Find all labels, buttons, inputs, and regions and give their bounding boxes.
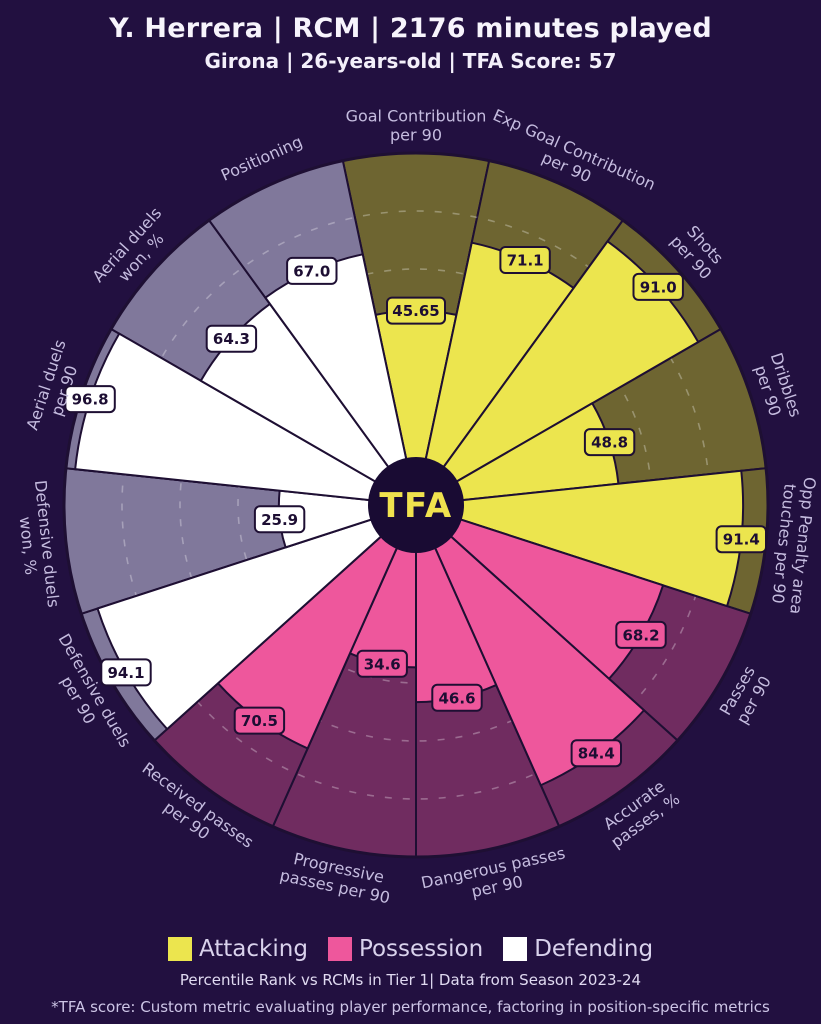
tfa-logo-text: TFA	[379, 486, 452, 526]
value-badge-text: 94.1	[107, 664, 144, 682]
value-badge-text: 91.4	[723, 531, 760, 549]
legend-item-attacking: Attacking	[167, 936, 308, 962]
param-label-goal-contribution-per-90: Goal Contribution per 90	[346, 107, 487, 145]
value-badge-received-passes-per-90: 70.5	[233, 706, 286, 735]
value-badge-text: 96.8	[72, 391, 109, 409]
value-badge-text: 34.6	[364, 655, 401, 673]
value-badge-aerial-duels-won: 64.3	[205, 324, 258, 353]
value-badge-text: 67.0	[293, 262, 330, 280]
value-badge-aerial-duels-per-90: 96.8	[64, 385, 116, 414]
value-badge-box	[615, 620, 667, 649]
value-badge-text: 70.5	[241, 712, 278, 730]
defending-swatch-icon	[503, 937, 528, 961]
value-badge-box	[386, 296, 446, 325]
value-badge-dangerous-passes-per-90: 46.6	[431, 683, 483, 712]
param-label-opp-penalty-area-touches-per-90: Opp Penalty areatouches per 90	[767, 474, 819, 615]
attacking-swatch-icon	[167, 937, 192, 961]
legend-label: Possession	[358, 936, 484, 962]
value-badge-text: 71.1	[507, 252, 544, 270]
value-badge-opp-penalty-area-touches-per-90: 91.4	[715, 525, 767, 554]
value-badge-passes-per-90: 68.2	[615, 620, 667, 649]
value-badge-box	[286, 256, 338, 285]
value-badge-defensive-duels-won: 25.9	[253, 505, 306, 534]
value-badge-box	[715, 525, 767, 554]
value-badge-box	[233, 706, 286, 735]
value-badge-text: 84.4	[578, 745, 615, 763]
value-badge-box	[205, 324, 258, 353]
page-subtitle: Girona | 26-years-old | TFA Score: 57	[204, 49, 617, 73]
chart-legend: Attacking Possession Defending	[0, 936, 821, 962]
value-wedges-layer	[74, 240, 744, 787]
value-badge-defensive-duels-per-90: 94.1	[100, 658, 152, 687]
param-label-defensive-duels-won: Defensive duelswon, %	[12, 479, 63, 610]
chart-header: Y. Herrera | RCM | 2176 minutes played G…	[0, 13, 821, 73]
value-badge-text: 91.0	[640, 278, 677, 296]
data-source-line: Percentile Rank vs RCMs in Tier 1| Data …	[179, 971, 642, 989]
value-badge-box	[100, 658, 152, 687]
value-badge-exp-goal-contribution-per-90: 71.1	[499, 246, 551, 274]
legend-item-defending: Defending	[503, 936, 653, 962]
value-badge-text: 45.65	[392, 302, 439, 320]
value-badge-text: 64.3	[213, 330, 250, 348]
value-badge-box	[583, 428, 636, 457]
value-badge-text: 25.9	[261, 511, 298, 529]
tfa-score-footnote: *TFA score: Custom metric evaluating pla…	[51, 998, 770, 1016]
legend-label: Attacking	[198, 936, 308, 962]
value-badge-box	[356, 649, 408, 678]
possession-swatch-icon	[327, 937, 352, 961]
value-badge-progressive-passes-per-90: 34.6	[356, 649, 408, 678]
value-badge-positioning: 67.0	[286, 256, 338, 285]
value-badge-box	[253, 505, 306, 534]
decor-layer: TFA	[62, 151, 770, 859]
value-badge-text: 48.8	[591, 434, 628, 452]
value-badge-box	[499, 246, 551, 274]
value-badge-dribbles-per-90: 48.8	[583, 428, 636, 457]
value-badges-layer: 45.65 71.1 91.0 48.8 91.4 68.2 84.4 46.6 34.6 70.…	[64, 246, 767, 768]
value-badge-box	[632, 272, 684, 301]
center-logo-circle	[368, 457, 464, 553]
value-badge-text: 68.2	[622, 626, 659, 644]
legend-label: Defending	[534, 936, 654, 962]
value-badge-box	[570, 739, 622, 768]
legend-item-possession: Possession	[327, 936, 484, 962]
value-badge-goal-contribution-per-90: 45.65	[386, 296, 446, 325]
value-badge-box	[64, 385, 116, 414]
value-badge-accurate-passes: 84.4	[570, 739, 622, 768]
value-badge-text: 46.6	[438, 689, 475, 707]
page-title: Y. Herrera | RCM | 2176 minutes played	[109, 13, 712, 44]
value-badge-box	[431, 683, 483, 712]
outer-ring	[62, 151, 770, 859]
value-badge-shots-per-90: 91.0	[632, 272, 684, 301]
